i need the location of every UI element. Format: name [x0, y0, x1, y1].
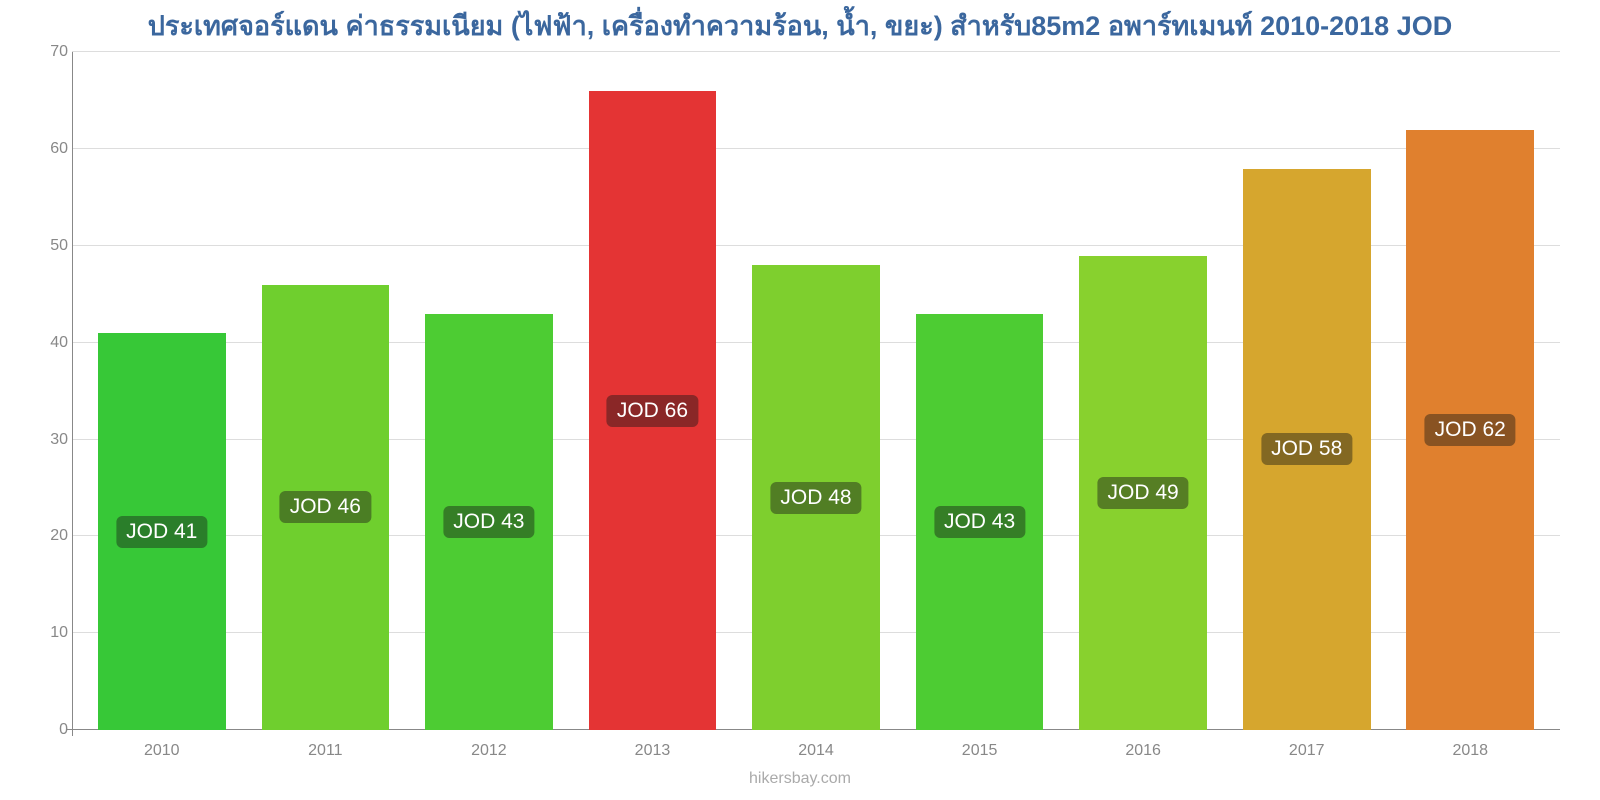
- x-tick: 2018: [1389, 742, 1553, 760]
- bar-slot: JOD 62: [1389, 52, 1553, 730]
- bar-value-label: JOD 41: [116, 516, 207, 548]
- bar: JOD 46: [262, 285, 390, 730]
- bar-value-label: JOD 58: [1261, 433, 1352, 465]
- y-tick: 20: [32, 527, 68, 545]
- bar-slot: JOD 41: [80, 52, 244, 730]
- y-tick: 50: [32, 237, 68, 255]
- bar: JOD 41: [98, 333, 226, 730]
- y-tick: 10: [32, 624, 68, 642]
- bar-slot: JOD 58: [1225, 52, 1389, 730]
- bar-value-label: JOD 43: [443, 506, 534, 538]
- bar-slot: JOD 48: [734, 52, 898, 730]
- bar-value-label: JOD 62: [1425, 414, 1516, 446]
- x-tick: 2010: [80, 742, 244, 760]
- bar: JOD 43: [916, 314, 1044, 730]
- bar: JOD 62: [1406, 130, 1534, 730]
- x-tick: 2017: [1225, 742, 1389, 760]
- y-axis: 010203040506070: [32, 52, 68, 730]
- bar: JOD 48: [752, 265, 880, 730]
- bar-slot: JOD 49: [1061, 52, 1225, 730]
- x-tick: 2016: [1061, 742, 1225, 760]
- bars-group: JOD 41 JOD 46 JOD 43 JOD 66 JOD 48 JOD 43 JOD …: [72, 52, 1560, 730]
- bar-value-label: JOD 46: [280, 491, 371, 523]
- bar-value-label: JOD 48: [770, 482, 861, 514]
- bar: JOD 49: [1079, 256, 1207, 730]
- y-tick: 40: [32, 334, 68, 352]
- bar: JOD 43: [425, 314, 553, 730]
- y-tick: 0: [32, 721, 68, 739]
- chart-title: ประเทศจอร์แดน ค่าธรรมเนียม (ไฟฟ้า, เครื่…: [0, 0, 1600, 42]
- bar-value-label: JOD 43: [934, 506, 1025, 538]
- x-axis: 201020112012201320142015201620172018: [72, 730, 1560, 760]
- bar-value-label: JOD 49: [1098, 477, 1189, 509]
- bar-slot: JOD 46: [244, 52, 408, 730]
- bar-slot: JOD 66: [571, 52, 735, 730]
- y-tick: 70: [32, 43, 68, 61]
- chart-container: 0 10 20 30 40 50 60 70 JOD 41 JOD 46 JOD 43 JOD 66…: [0, 42, 1600, 770]
- y-tick: 30: [32, 431, 68, 449]
- bar-slot: JOD 43: [898, 52, 1062, 730]
- x-tick: 2013: [571, 742, 735, 760]
- bar-slot: JOD 43: [407, 52, 571, 730]
- x-tick: 2012: [407, 742, 571, 760]
- plot-area: 010203040506070 JOD 41JOD 46JOD 43JOD 66…: [72, 52, 1560, 730]
- y-tick: 60: [32, 140, 68, 158]
- x-tick: 2014: [734, 742, 898, 760]
- bar: JOD 58: [1243, 169, 1371, 730]
- bar-value-label: JOD 66: [607, 395, 698, 427]
- x-tick: 2015: [898, 742, 1062, 760]
- bar: JOD 66: [589, 91, 717, 730]
- x-tick: 2011: [244, 742, 408, 760]
- chart-source: hikersbay.com: [0, 770, 1600, 800]
